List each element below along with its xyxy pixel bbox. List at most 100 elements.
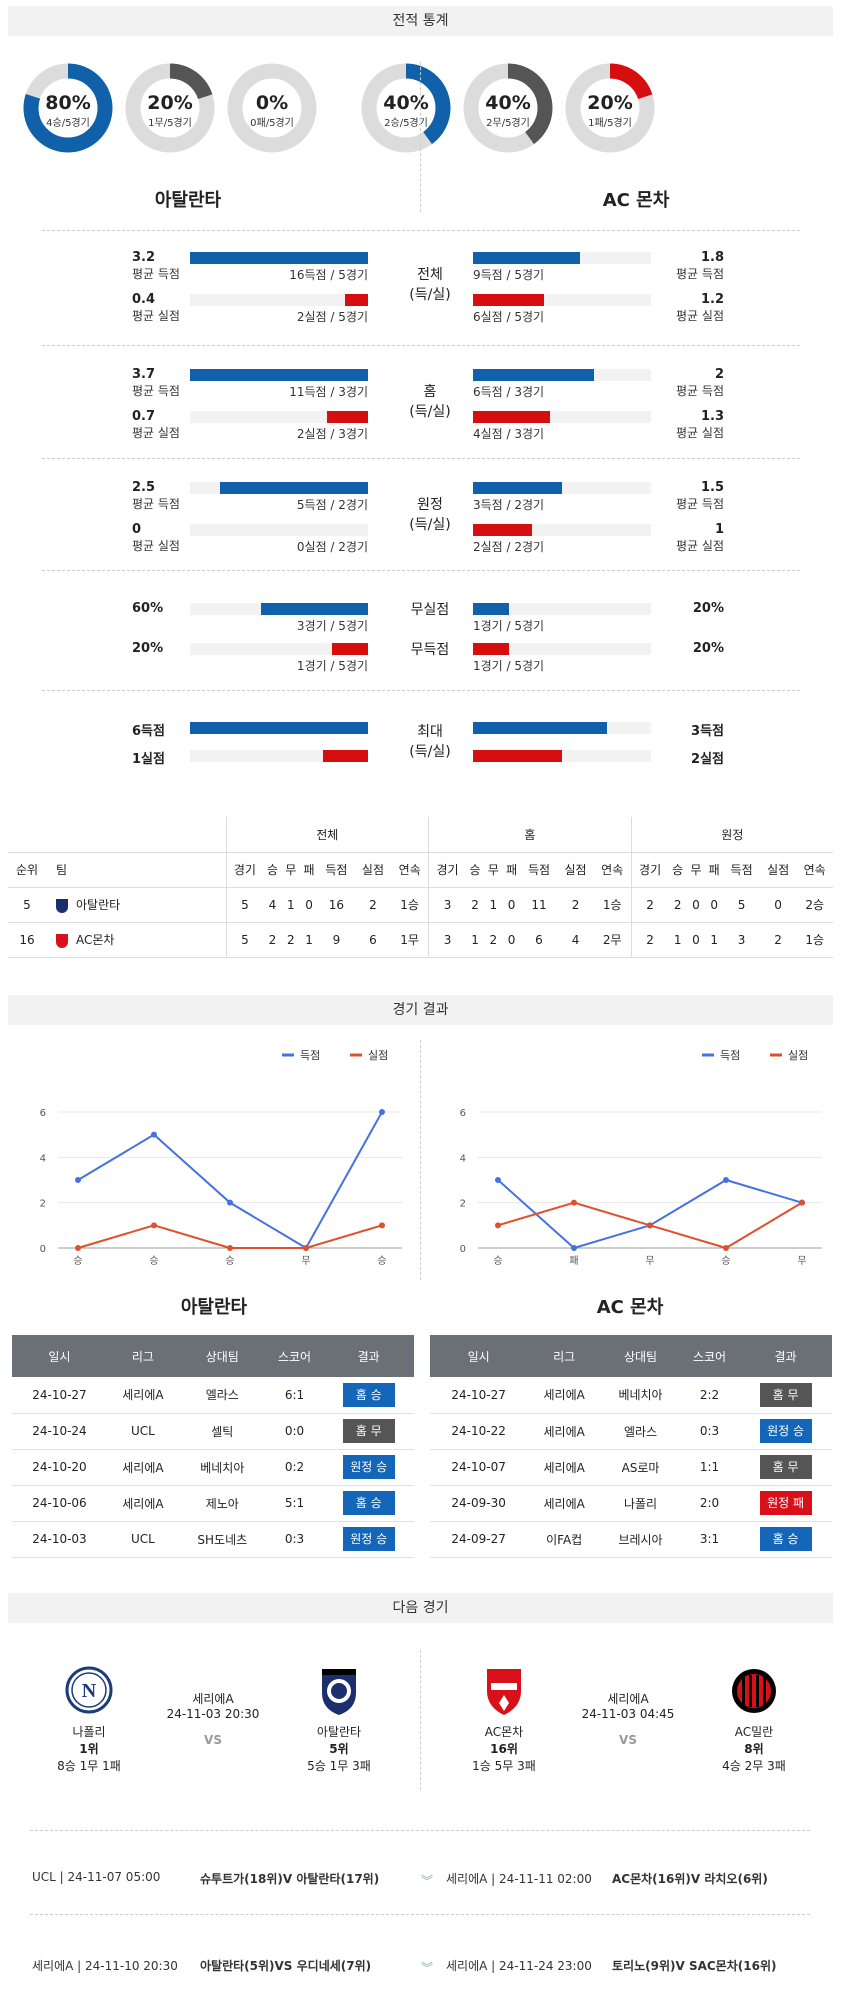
upcoming-left-match[interactable]: 슈투트가(18위)V 아탈란타(17위) [200, 1872, 380, 1886]
result-badge: 홈 무 [759, 1382, 812, 1407]
home-bar-text: 1경기 / 5경기 [296, 659, 368, 673]
divider [420, 1040, 421, 1280]
legend-label: 득점 [300, 1049, 320, 1062]
napoli-block[interactable]: N 나폴리 1위 8승 1무 1패 [39, 1665, 139, 1774]
results-row[interactable]: 24-10-03 UCL SH도네츠 0:3 원정 승 [12, 1521, 414, 1558]
home-bar-text: 5득점 / 2경기 [296, 498, 368, 512]
standings-row[interactable]: 16 AC몬차 5 2 2 1 9 6 1무 3 1 2 0 6 4 2무 2 1 0 1 3 2 1승 [8, 922, 833, 958]
upcoming-right-match[interactable]: AC몬차(16위)V 라치오(6위) [612, 1872, 768, 1886]
results-row[interactable]: 24-10-27 세리에A 베네치아 2:2 홈 무 [430, 1377, 832, 1414]
standings-value: 3 [428, 922, 466, 958]
results-row[interactable]: 24-10-06 세리에A 제노아 5:1 홈 승 [12, 1485, 414, 1522]
stat-category: 홈 (득/실) [380, 382, 480, 422]
standings-rank: 16 [8, 922, 46, 958]
atalanta-block[interactable]: 아탈란타 5위 5승 1무 3패 [289, 1665, 389, 1774]
data-point [647, 1222, 653, 1229]
next-right-team2-rank: 8위 [744, 1742, 764, 1756]
result-score: 1:1 [679, 1449, 740, 1486]
next-right-info: 세리에A 24-11-03 04:45 VS [578, 1690, 678, 1747]
donut-fill [463, 63, 553, 153]
next-right-team1: AC몬차 [484, 1725, 524, 1739]
divider [42, 690, 800, 691]
monza-block[interactable]: AC몬차 16위 1승 5무 3패 [454, 1665, 554, 1774]
donut-chart: 20% 1무/5경기 [124, 62, 216, 154]
away-results-title: AC 몬차 [596, 1297, 664, 1318]
donut-percent: 40% [485, 92, 531, 114]
home-bar-text: 11득점 / 3경기 [289, 385, 368, 399]
monza-logo [56, 933, 68, 948]
home-bar [190, 722, 368, 734]
result-opponent: 셀틱 [178, 1413, 266, 1450]
upcoming-right-info: 세리에A | 24-11-11 02:00 [446, 1872, 592, 1886]
result-score: 0:0 [265, 1413, 324, 1450]
result-league: 세리에A [527, 1485, 602, 1522]
result-badge: 홈 승 [342, 1382, 395, 1407]
standings-col-label: 패 [705, 852, 724, 888]
home-bar-text: 16득점 / 5경기 [289, 268, 368, 282]
next-right-datetime: 24-11-03 04:45 [581, 1707, 675, 1721]
standings-team-name: 아탈란타 [76, 898, 121, 912]
standings-group-label: 원정 [630, 817, 833, 853]
standings-value: 0 [705, 887, 724, 923]
standings-value: 0 [759, 887, 797, 923]
donut-ring [565, 63, 655, 153]
home-stat-label: 평균 득점 [132, 267, 180, 281]
divider [42, 458, 800, 459]
stat-category: 최대 (득/실) [380, 722, 480, 762]
standings-value: 2 [263, 922, 282, 958]
data-point [303, 1245, 309, 1251]
result-score: 3:1 [679, 1521, 740, 1558]
data-point [227, 1199, 233, 1206]
results-col-header: 결과 [323, 1335, 414, 1377]
home-bar-track [190, 524, 368, 536]
away-stat-value: 1.3 [700, 409, 724, 424]
standings-col-header: 순위 팀 경기 승 무 패 득점 실점 연속 경기 승 무 패 득점 실점 연속 경기 승 무 패 득점 실점 연속 [8, 852, 833, 888]
results-row[interactable]: 24-10-20 세리에A 베네치아 0:2 원정 승 [12, 1449, 414, 1486]
results-row[interactable]: 24-10-24 UCL 셀틱 0:0 홈 무 [12, 1413, 414, 1450]
home-stat-label: 평균 실점 [132, 539, 180, 553]
donut-subtext: 1패/5경기 [588, 118, 632, 129]
svg-text:N: N [82, 1680, 97, 1702]
home-bar-track [190, 411, 368, 423]
home-stat-value: 20% [132, 641, 164, 656]
y-tick-label: 6 [460, 1108, 466, 1119]
data-point [151, 1222, 157, 1229]
upcoming-left-match[interactable]: 아탈란타(5위)VS 우디네세(7위) [200, 1959, 372, 1973]
upcoming-right-match[interactable]: 토리노(9위)V SAC몬차(16위) [612, 1959, 777, 1973]
home-form-chart: 0 2 4 6 승 승 승 무 승 득점 실점 [40, 1049, 402, 1267]
away-bar [473, 750, 562, 762]
results-row[interactable]: 24-10-22 세리에A 엘라스 0:3 원정 승 [430, 1413, 832, 1450]
away-bar-text: 6득점 / 3경기 [473, 385, 545, 399]
donut-ring [463, 63, 553, 153]
donut-percent: 20% [147, 92, 193, 114]
next-left-team2: 아탈란타 [316, 1725, 362, 1739]
acmilan-block[interactable]: AC밀란 8위 4승 2무 3패 [704, 1665, 804, 1774]
stat-category-sub: (득/실) [409, 404, 451, 420]
result-badge: 원정 승 [342, 1527, 395, 1551]
standings-group-label: 홈 [428, 817, 632, 853]
away-stat-label: 평균 실점 [676, 539, 724, 553]
y-tick-label: 2 [40, 1199, 46, 1210]
results-row[interactable]: 24-09-30 세리에A 나폴리 2:0 원정 패 [430, 1485, 832, 1522]
result-score: 5:1 [265, 1485, 324, 1522]
donut-fill [125, 63, 215, 153]
away-stat-value: 1 [714, 522, 724, 537]
standings-row[interactable]: 5 아탈란타 5 4 1 0 16 2 1승 3 2 1 0 11 2 1승 2 2 0 0 5 0 2승 [8, 887, 833, 923]
stat-category: 원정 (득/실) [380, 495, 480, 535]
result-cell: 홈 승 [323, 1377, 414, 1414]
away-stat-value: 20% [692, 641, 724, 656]
result-badge: 홈 무 [759, 1455, 812, 1479]
results-row[interactable]: 24-09-27 이FA컵 브레시아 3:1 홈 승 [430, 1521, 832, 1558]
result-opponent: 베네치아 [601, 1377, 680, 1414]
data-point [723, 1177, 729, 1183]
results-row[interactable]: 24-10-27 세리에A 엘라스 6:1 홈 승 [12, 1377, 414, 1414]
next-right-team2: AC밀란 [734, 1725, 774, 1739]
donut-track [227, 63, 317, 153]
results-row[interactable]: 24-10-07 세리에A AS로마 1:1 홈 무 [430, 1449, 832, 1486]
home-bar-text: 3경기 / 5경기 [296, 619, 368, 633]
donut-chart: 0% 0패/5경기 [226, 62, 318, 154]
result-cell: 홈 무 [323, 1413, 414, 1450]
standings-grid: 전체 홈 원정 순위 팀 경기 승 무 패 득점 실점 연속 경기 승 무 패 득점 실점 연속 경기 승 무 패 득점 실점 연… [8, 817, 833, 958]
result-opponent: 브레시아 [601, 1521, 680, 1558]
result-score: 6:1 [265, 1377, 324, 1414]
